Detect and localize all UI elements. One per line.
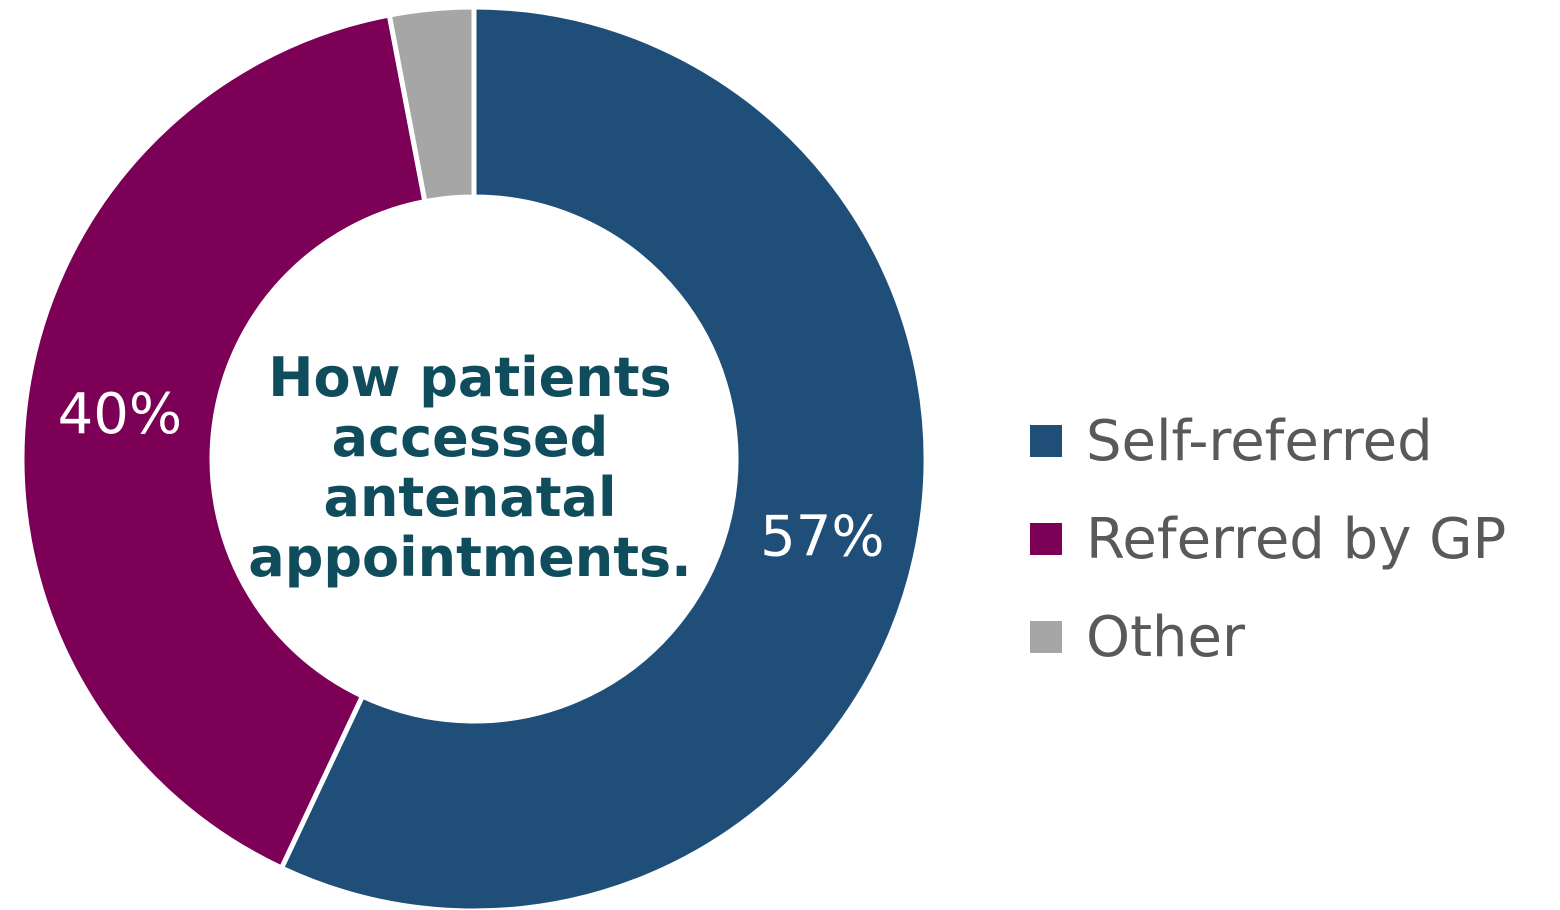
data-label-referred-by-gp: 40% (58, 382, 182, 447)
donut-slice-other[interactable] (386, 4, 477, 205)
donut-slice-referred-by-gp[interactable] (19, 12, 428, 872)
legend-label-other: Other (1086, 604, 1246, 670)
chart-title-line-2: accessed (331, 406, 609, 469)
chart-title-line-3: antenatal (323, 466, 617, 529)
chart-title-line-1: How patients (268, 346, 672, 409)
chart-title: How patients accessed antenatal appointm… (215, 348, 725, 588)
legend: Self-referred Referred by GP Other (1030, 392, 1506, 686)
legend-label-referred-by-gp: Referred by GP (1086, 506, 1507, 572)
chart-title-line-4: appointments. (248, 526, 692, 589)
legend-item-referred-by-gp[interactable]: Referred by GP (1030, 490, 1506, 588)
data-label-self-referred: 57% (760, 504, 884, 569)
legend-swatch-other (1030, 621, 1062, 653)
legend-label-self-referred: Self-referred (1086, 408, 1433, 474)
legend-swatch-referred-by-gp (1030, 523, 1062, 555)
legend-swatch-self-referred (1030, 425, 1062, 457)
legend-item-self-referred[interactable]: Self-referred (1030, 392, 1506, 490)
legend-item-other[interactable]: Other (1030, 588, 1506, 686)
donut-slice-self-referred[interactable] (278, 4, 929, 910)
